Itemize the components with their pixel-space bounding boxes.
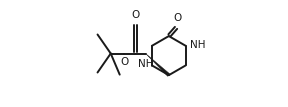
Text: O: O bbox=[121, 57, 129, 67]
Text: O: O bbox=[174, 13, 182, 23]
Polygon shape bbox=[146, 54, 170, 76]
Text: NH: NH bbox=[190, 40, 206, 50]
Text: O: O bbox=[131, 10, 140, 20]
Text: NH: NH bbox=[138, 59, 154, 69]
